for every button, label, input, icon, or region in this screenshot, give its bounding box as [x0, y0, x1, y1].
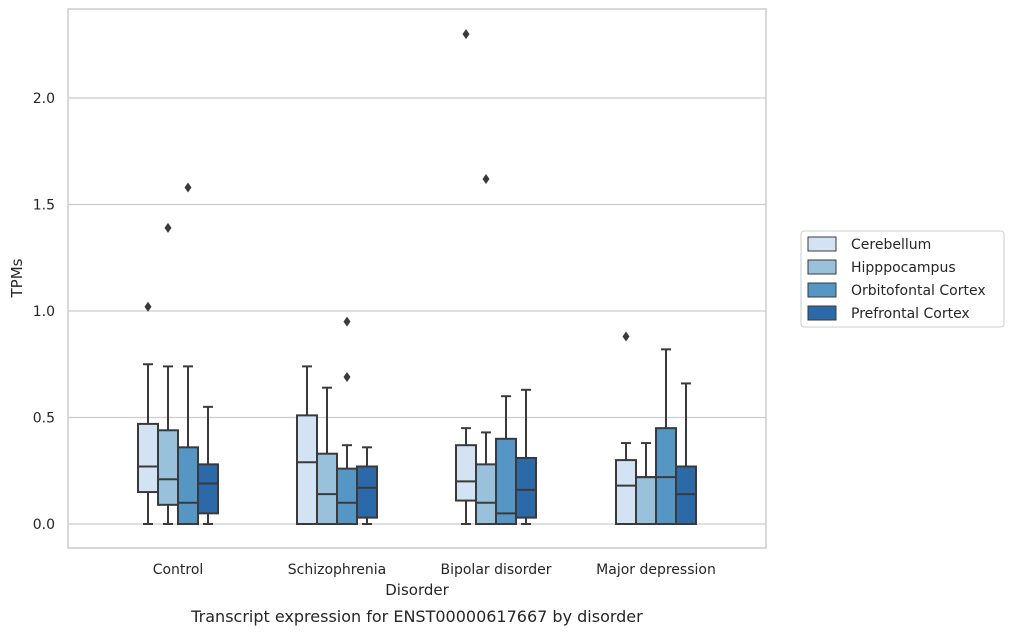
y-tick-labels: 0.0 0.5 1.0 1.5 2.0 — [33, 91, 55, 533]
y-tick-label: 0.0 — [33, 517, 55, 533]
iqr-box — [655, 427, 677, 525]
y-axis-title: TPMs — [8, 258, 26, 298]
iqr-box — [635, 476, 657, 526]
outlier-point — [184, 182, 192, 193]
y-tick-label: 1.5 — [33, 198, 55, 214]
legend-swatch — [807, 236, 837, 252]
box-groups — [137, 29, 697, 526]
x-tick-label: Control — [153, 562, 204, 578]
iqr-box — [475, 463, 497, 525]
box-1-0 — [157, 222, 179, 525]
legend-swatch — [807, 259, 837, 275]
iqr-box — [157, 429, 179, 506]
box-2-2 — [495, 395, 517, 525]
iqr-box — [197, 463, 219, 515]
box-1-2 — [475, 173, 497, 525]
iqr-box — [515, 456, 537, 519]
box-0-3 — [615, 331, 637, 526]
x-axis-title: Disorder — [385, 581, 449, 599]
box-2-1 — [336, 316, 358, 525]
x-tick-label: Bipolar disorder — [440, 562, 551, 578]
outlier-point — [144, 301, 152, 312]
legend-label: Prefrontal Cortex — [851, 306, 970, 322]
y-tick-label: 2.0 — [33, 91, 55, 107]
legend-label: Cerebellum — [851, 237, 931, 253]
plot-frame — [67, 8, 767, 549]
legend: Cerebellum Hipppocampus Orbitofontal Corte… — [800, 230, 1005, 328]
iqr-box — [495, 437, 517, 525]
iqr-box — [296, 414, 318, 525]
y-tick-label: 0.5 — [33, 411, 55, 427]
legend-swatch — [807, 305, 837, 321]
legend-frame — [800, 230, 1005, 328]
iqr-box — [177, 446, 199, 526]
iqr-box — [336, 467, 358, 525]
box-3-3 — [675, 382, 697, 525]
x-tick-labels: Control Schizophrenia Bipolar disorder Majo… — [153, 562, 716, 578]
outlier-point — [343, 372, 351, 383]
box-0-0 — [137, 301, 159, 525]
iqr-box — [615, 459, 637, 526]
box-3-1 — [356, 446, 378, 525]
iqr-box — [455, 444, 477, 502]
outlier-point — [343, 316, 351, 327]
x-tick-label: Major depression — [596, 562, 716, 578]
legend-swatch — [807, 282, 837, 298]
y-tick-label: 1.0 — [33, 304, 55, 320]
box-0-1 — [296, 365, 318, 525]
outlier-point — [462, 29, 470, 40]
chart-caption: Transcript expression for ENST0000061766… — [190, 607, 643, 626]
outlier-point — [482, 173, 490, 184]
iqr-box — [675, 465, 697, 525]
iqr-box — [137, 422, 159, 494]
box-3-2 — [515, 388, 537, 525]
outlier-point — [164, 222, 172, 233]
iqr-box — [316, 452, 338, 525]
outlier-point — [622, 331, 630, 342]
x-tick-label: Schizophrenia — [288, 562, 386, 578]
box-3-0 — [197, 405, 219, 525]
box-2-0 — [177, 182, 199, 526]
box-1-3 — [635, 442, 657, 526]
box-2-3 — [655, 348, 677, 525]
box-0-2 — [455, 29, 477, 525]
box-1-1 — [316, 386, 338, 525]
legend-label: Orbitofontal Cortex — [851, 283, 986, 299]
iqr-box — [356, 465, 378, 519]
legend-label: Hipppocampus — [851, 260, 956, 276]
